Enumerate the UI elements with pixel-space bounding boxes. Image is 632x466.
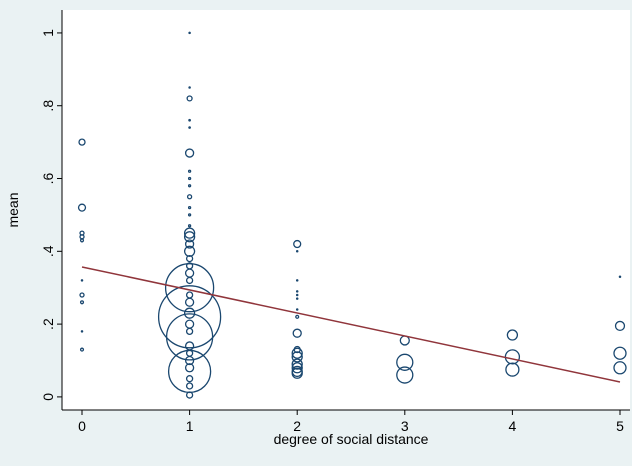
point [613,346,627,360]
point [618,275,622,279]
x-tick-label: 5 [616,418,624,434]
point [295,250,299,253]
point [188,31,191,35]
point [188,86,191,89]
y-axis-label: mean [5,192,21,227]
plot-area [62,10,630,410]
point [295,308,299,311]
point [291,367,303,379]
point [187,184,192,188]
y-tick-label: .4 [40,245,56,257]
point [187,205,192,210]
point [185,276,194,285]
point [79,238,85,243]
point [505,362,520,377]
y-tick-label: .6 [40,172,56,184]
x-axis-label: degree of social distance [274,431,429,447]
point [79,300,85,305]
point [186,194,193,200]
point [613,361,627,375]
point [396,366,414,384]
x-tick-label: 2 [293,418,301,434]
point [291,351,303,363]
point [293,239,302,249]
point [165,313,214,361]
point [157,285,222,349]
y-tick-label: 1 [40,29,56,37]
point [614,320,626,332]
point [183,245,196,257]
point [184,355,195,366]
point [183,227,196,239]
point [185,254,194,263]
point [396,353,414,371]
point [295,293,299,297]
point [187,224,192,228]
point [185,391,194,399]
point [188,126,191,129]
point [184,297,195,307]
point [185,327,194,336]
point [186,95,193,102]
x-tick-label: 4 [508,418,516,434]
point [187,169,192,173]
x-tick-label: 1 [186,418,194,434]
point [79,347,85,352]
point [77,203,87,212]
point [184,148,195,158]
point [292,328,302,338]
y-tick-label: .2 [40,318,56,330]
point [187,213,192,217]
point [183,307,196,319]
point [80,330,84,333]
point [79,292,85,298]
point [506,329,519,341]
fit-line [81,266,621,383]
point [295,279,299,282]
point [164,263,215,313]
point [183,231,196,243]
point [295,314,300,319]
point [295,290,299,293]
y-tick-label: 0 [40,393,56,401]
point [188,118,191,122]
point [291,347,303,359]
point [291,358,303,370]
point [295,297,299,300]
x-tick-label: 0 [78,418,86,434]
point [185,375,194,383]
x-tick-label: 3 [401,418,409,434]
point [78,138,86,146]
point [80,279,84,282]
point [184,363,195,373]
y-tick-label: .8 [40,100,56,112]
point [185,382,194,390]
point [187,176,192,181]
point [184,239,195,249]
point [291,362,303,374]
